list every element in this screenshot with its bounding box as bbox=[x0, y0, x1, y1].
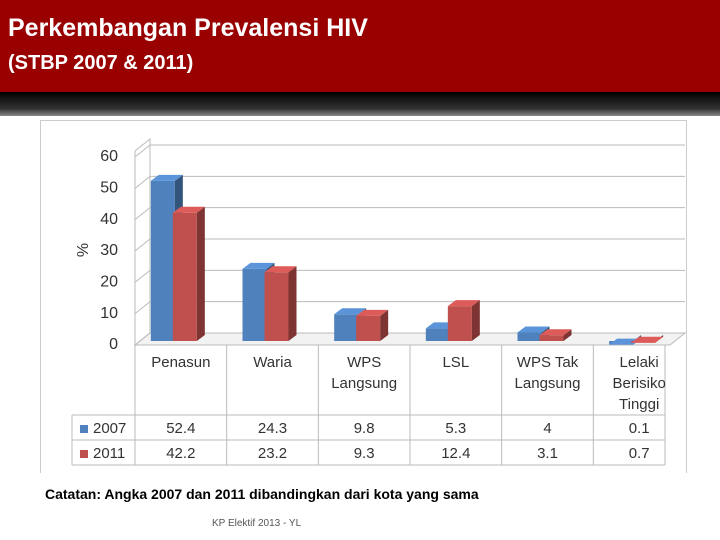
y-tick-label: 20 bbox=[100, 274, 118, 291]
bar bbox=[447, 300, 480, 341]
slide-subtitle: (STBP 2007 & 2011) bbox=[8, 52, 194, 74]
grid-line bbox=[134, 332, 685, 346]
y-axis-label: % bbox=[75, 243, 92, 257]
bar-front bbox=[356, 315, 381, 341]
grid-line bbox=[134, 144, 685, 158]
bar-front bbox=[334, 314, 359, 341]
y-tick-label: 40 bbox=[100, 211, 118, 228]
bar-top bbox=[631, 336, 664, 343]
legend-label: 2007 bbox=[93, 420, 127, 437]
x-tick-label: Lelaki Berisiko Tinggi bbox=[612, 354, 666, 413]
bar-top bbox=[517, 326, 550, 333]
bar-top bbox=[539, 329, 572, 336]
table-value: 12.4 bbox=[441, 445, 471, 462]
bar-front bbox=[539, 335, 564, 341]
y-tick-label: 60 bbox=[100, 148, 118, 165]
bar-front bbox=[447, 306, 472, 341]
back-wall bbox=[134, 137, 151, 347]
band bbox=[0, 92, 720, 116]
bar-top bbox=[150, 174, 183, 181]
bar-top bbox=[264, 266, 297, 273]
grid-line bbox=[134, 207, 685, 221]
floor bbox=[133, 332, 687, 346]
note: Catatan: Angka 2007 dan 2011 dibandingka… bbox=[45, 486, 479, 502]
table-value: 23.2 bbox=[257, 445, 288, 462]
bar-top bbox=[334, 308, 367, 315]
legend-entry: 2011 bbox=[80, 441, 125, 466]
bar bbox=[539, 329, 572, 341]
table-value: 4 bbox=[543, 420, 552, 437]
bar-front bbox=[150, 180, 175, 341]
bar-front bbox=[517, 332, 542, 341]
bar-front bbox=[172, 212, 197, 341]
slide-title: Perkembangan Prevalensi HIV bbox=[8, 14, 368, 42]
footer: KP Elektif 2013 - YL bbox=[212, 518, 302, 529]
x-tick-label: WPS Tak Langsung bbox=[514, 354, 581, 392]
bar-top bbox=[356, 309, 389, 316]
x-tick-label: Penasun bbox=[151, 354, 211, 371]
bar-side bbox=[471, 300, 480, 341]
legend-swatch bbox=[80, 425, 88, 433]
bar-side bbox=[288, 266, 297, 341]
table-value: 24.3 bbox=[257, 420, 288, 437]
table-value: 52.4 bbox=[166, 420, 196, 437]
table-value: 0.1 bbox=[628, 420, 650, 437]
legend-entry: 2007 bbox=[80, 416, 126, 441]
bar-front bbox=[242, 268, 267, 341]
x-tick-label: LSL bbox=[442, 354, 470, 371]
banner bbox=[0, 0, 720, 92]
bar bbox=[172, 206, 205, 341]
grid-line bbox=[134, 301, 685, 315]
bar-front bbox=[425, 328, 450, 341]
bar bbox=[264, 266, 297, 341]
chart-frame bbox=[40, 120, 687, 473]
y-tick-label: 0 bbox=[109, 336, 118, 353]
y-tick-label: 10 bbox=[100, 305, 118, 322]
table-value: 0.7 bbox=[628, 445, 650, 462]
y-tick-label: 30 bbox=[100, 242, 118, 259]
table-value: 5.3 bbox=[445, 420, 467, 437]
table-value: 9.3 bbox=[353, 445, 375, 462]
x-tick-label: WPS Langsung bbox=[331, 354, 398, 392]
legend-swatch bbox=[80, 450, 88, 458]
grid-line bbox=[134, 175, 685, 189]
table-value: 3.1 bbox=[537, 445, 558, 462]
bar-side bbox=[380, 309, 389, 341]
x-tick-label: Waria bbox=[253, 354, 292, 371]
table-value: 42.2 bbox=[166, 445, 196, 462]
bar-front bbox=[264, 272, 289, 341]
bar-side bbox=[563, 329, 572, 341]
bar-top bbox=[172, 206, 205, 213]
bar-top bbox=[242, 262, 275, 269]
grid-line bbox=[134, 238, 685, 252]
bar bbox=[609, 335, 642, 345]
grid-line bbox=[134, 269, 685, 283]
bar-side bbox=[196, 206, 205, 341]
bar bbox=[631, 335, 664, 343]
bar-top bbox=[447, 300, 480, 307]
legend-label: 2011 bbox=[93, 445, 126, 462]
bar-top bbox=[609, 338, 642, 345]
bar bbox=[356, 309, 389, 341]
table-value: 9.8 bbox=[353, 420, 375, 437]
y-tick-label: 50 bbox=[100, 180, 118, 197]
